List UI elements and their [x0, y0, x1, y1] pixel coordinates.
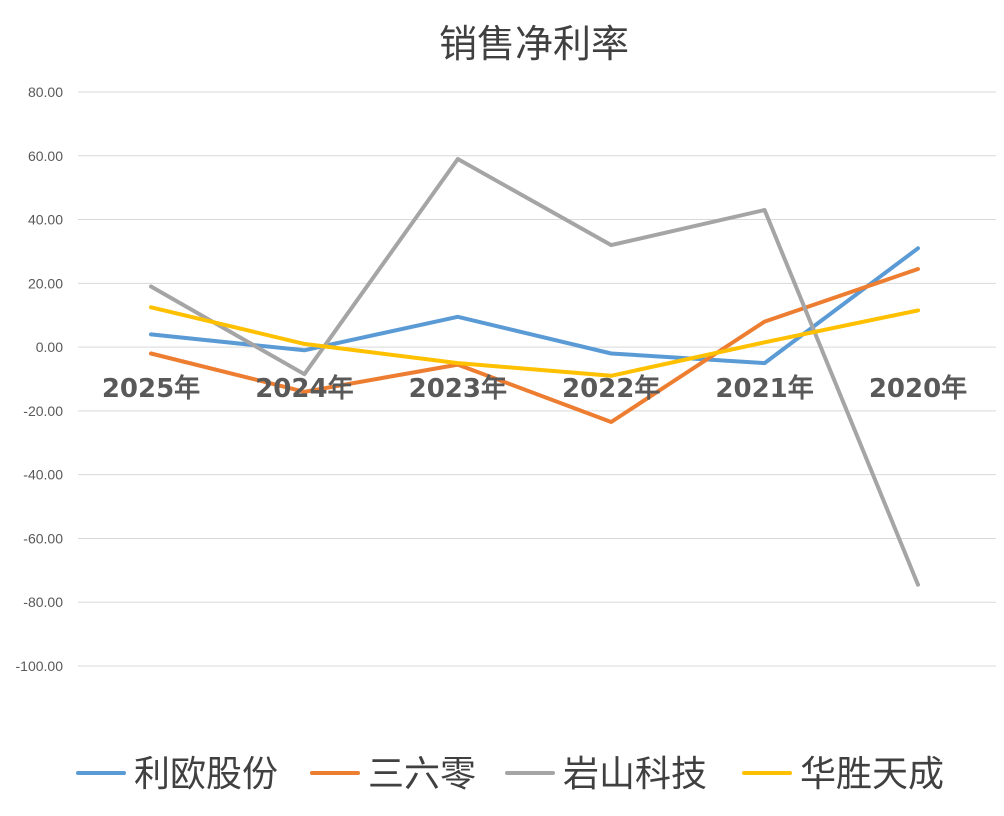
y-tick-label: -20.00: [23, 403, 63, 419]
series-line-3: [149, 157, 920, 587]
chart-title: 销售净利率: [439, 22, 629, 66]
x-category-label: 2022年: [562, 373, 660, 404]
x-category-label: 2023年: [409, 373, 507, 404]
legend-label-3: 岩山科技: [563, 754, 707, 795]
grid-layer: [78, 91, 996, 667]
series-line-1: [149, 246, 920, 366]
y-tick-label: -60.00: [23, 530, 63, 546]
y-tick-label: 0.00: [36, 339, 63, 355]
y-tick-label: -80.00: [23, 594, 63, 610]
series-layer: [149, 157, 920, 587]
legend-label-1: 利欧股份: [134, 754, 278, 795]
legend-label-4: 华胜天成: [800, 754, 944, 795]
x-category-label: 2020年: [869, 373, 967, 404]
legend-label-2: 三六零: [368, 754, 476, 795]
y-axis-tick-labels: 80.00 60.00 40.00 20.00 0.00 -20.00 -40.00 -60.…: [16, 84, 64, 674]
y-tick-label: -100.00: [16, 658, 64, 674]
legend: 利欧股份 三六零 岩山科技 华胜天成: [76, 754, 944, 795]
y-tick-label: -40.00: [23, 467, 63, 483]
x-category-label: 2021年: [715, 373, 813, 404]
y-tick-label: 20.00: [28, 275, 63, 291]
y-tick-label: 60.00: [28, 148, 63, 164]
x-category-label: 2024年: [255, 373, 353, 404]
series-line-4: [149, 305, 920, 378]
y-tick-label: 40.00: [28, 212, 63, 228]
y-tick-label: 80.00: [28, 84, 63, 100]
x-category-label: 2025年: [102, 373, 200, 404]
series-line-2: [149, 267, 920, 424]
x-axis-category-labels: 2025年 2024年 2023年 2022年 2021年 2020年: [102, 373, 967, 404]
